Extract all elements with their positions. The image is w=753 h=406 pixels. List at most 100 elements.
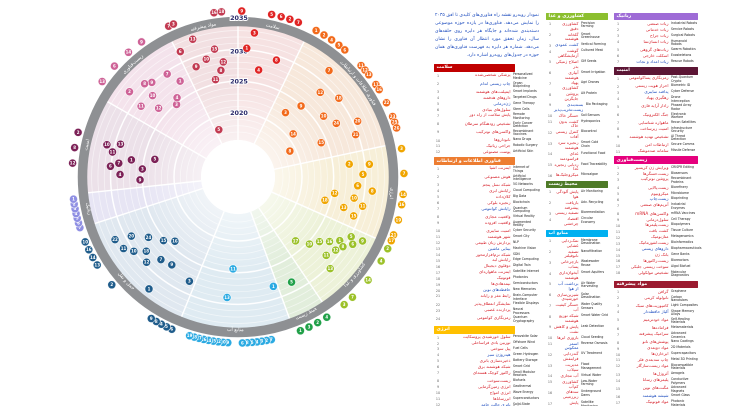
svg-text:10: 10 <box>104 142 110 147</box>
item-name-en: Machine Vision <box>513 245 537 250</box>
item-number: 1 <box>616 22 620 27</box>
item-name-fa: میکروبیوم <box>651 190 669 196</box>
legend-item: 2 بازیافت پیشرفته Adv. Recycling <box>546 200 608 211</box>
item-name-en: Gene Therapy <box>513 100 535 105</box>
legend-item: 14 پلیمرهای رسانا Conductive Polymers <box>614 377 698 385</box>
svg-text:4: 4 <box>325 315 328 320</box>
item-number: 19 <box>435 282 441 287</box>
legend-item: 7 رایانش کوانتومی Quantum Computing <box>434 206 540 214</box>
item-name-en: Blockchain <box>513 199 530 204</box>
legend-item: 16 میکروجلبک‌ها Microalgae <box>546 173 608 178</box>
legend-item: 19 نیمه‌هادی‌ها Semiconductors <box>434 281 540 287</box>
item-number: 8 <box>616 127 620 132</box>
item-name-en: Organ Bioprinting <box>513 80 530 89</box>
legend-item: 6 سلول‌های بنیادی Stem Cells <box>434 107 540 113</box>
svg-text:4: 4 <box>330 37 333 42</box>
item-number: 9 <box>548 103 552 108</box>
svg-text:1: 1 <box>245 46 248 51</box>
item-name-en: Smart Cold Chain <box>581 140 599 148</box>
item-number: 8 <box>436 379 440 384</box>
item-number: 2 <box>548 201 552 206</box>
item-name-en: Smart City <box>513 233 530 238</box>
item-name-en: SDN <box>513 251 520 256</box>
svg-text:9: 9 <box>170 262 173 267</box>
item-name-fa: برداشت آب از هوا <box>557 280 579 291</box>
legend-item: 10 زیست‌پلیمرها Biopolymers <box>614 223 698 228</box>
svg-text:2: 2 <box>110 282 113 287</box>
item-number: 10 <box>547 336 553 341</box>
item-number: 7 <box>548 81 552 86</box>
item-name-fa: احراز هویت زیستی <box>635 83 669 89</box>
item-name-fa: سلول خورشیدی پروسکایت <box>462 334 511 340</box>
sector-boundary <box>271 191 378 240</box>
item-name-en: Biosensors <box>671 170 688 175</box>
item-name-en: Biocontrol <box>581 129 597 134</box>
item-name-en: Gene Banks <box>671 252 690 257</box>
item-number: 1 <box>436 166 440 171</box>
item-name-fa: ابررساناها <box>493 395 511 401</box>
item-number: 7 <box>616 121 620 126</box>
item-number: 11 <box>547 342 553 347</box>
item-name-fa: شبکه نرم‌افزارمحور <box>475 251 511 257</box>
legend-item: 16 شیشه هوشمند Smart Glass <box>614 394 698 399</box>
item-name-fa: تشخیص زودهنگام سرطان <box>464 120 511 126</box>
item-name-en: Microalgae <box>581 172 598 177</box>
svg-text:15: 15 <box>318 140 324 145</box>
item-number: 12 <box>435 150 441 155</box>
svg-text:9: 9 <box>150 316 153 321</box>
item-name-en: Reverse Osmosis <box>581 340 608 345</box>
item-name-en: Cyber Defense <box>671 89 694 94</box>
item-name-en: Agri Drones <box>581 80 600 85</box>
item-name-fa: کشت عمودی <box>555 42 579 48</box>
item-name-en: Precision Farming <box>581 20 595 29</box>
item-number: 3 <box>616 90 620 95</box>
legend-item: 6 فراماده‌ها Metamaterials <box>614 325 698 331</box>
item-name-fa: امنیت زیرساخت <box>640 125 669 131</box>
sector-badges-red: 3 1 8 4 9 5 62 7 <box>237 6 303 75</box>
item-name-fa: گوشت آزمایشگاهی <box>557 48 579 59</box>
item-name-en: Robotic Surgery <box>513 142 538 147</box>
item-name-en: Recombinant Proteins <box>671 176 692 184</box>
item-name-en: Surgical Robots <box>671 32 695 37</box>
svg-text:10: 10 <box>203 57 209 62</box>
item-name-en: Exoskeletons <box>671 52 692 57</box>
item-number: 14 <box>615 378 621 383</box>
legend-item: 4 هیدروژن سبز Green Hydrogen <box>434 351 540 358</box>
item-name-fa: نمک‌زدایی غشایی <box>561 237 579 248</box>
svg-text:4: 4 <box>380 258 383 263</box>
legend-item: 6 زنجیره بلوکی Blockchain <box>434 199 540 206</box>
item-name-en: Biofuels <box>513 377 526 382</box>
item-name-fa: گرافن <box>657 288 669 294</box>
svg-text:13: 13 <box>341 205 347 210</box>
svg-text:18: 18 <box>191 335 197 340</box>
svg-text:13: 13 <box>224 295 230 300</box>
rim-label-cyan: منابع آب <box>227 326 244 333</box>
svg-text:1: 1 <box>179 78 182 83</box>
item-number: 6 <box>548 71 552 76</box>
year-label: 2020 <box>230 109 248 117</box>
item-name-fa: ربات انسان‌نما <box>643 38 669 44</box>
item-name-en: Bioprinting <box>671 196 688 201</box>
svg-text:23: 23 <box>390 114 396 119</box>
legend-item: 2 تصفیه نانوفیلتر Nanofiltration <box>546 248 608 260</box>
legend-item: 3 پیل سوختی Fuel Cells <box>434 346 540 352</box>
item-name-fa: ربات جراح <box>649 32 669 38</box>
item-name-en: Underground Dams <box>581 389 602 397</box>
item-name-en: Green Hydrogen <box>513 351 539 356</box>
item-name-en: Cell Therapy <box>671 216 691 221</box>
item-number: 10 <box>435 391 441 396</box>
legend-item: 14 شبکه نرم‌افزارمحور SDN <box>434 251 540 258</box>
item-name-en: Nanofiltration <box>581 248 603 253</box>
item-number: 4 <box>616 310 620 315</box>
item-name-fa: مدیریت سیلاب <box>565 362 579 372</box>
legend-item: 8 واقعیت مجازی Virtual Reality <box>434 214 540 220</box>
item-name-fa: گندزدایی فرابنفش <box>563 351 579 362</box>
svg-text:14: 14 <box>400 192 406 197</box>
legend-item: 22 نمایشگر انعطاف‌پذیر Flexible Displays <box>434 301 540 307</box>
svg-text:7: 7 <box>166 71 169 76</box>
item-name-fa: سدهای زیرزمینی <box>562 389 579 400</box>
item-name-fa: شهر هوشمند <box>487 233 511 239</box>
item-number: 7 <box>436 371 440 376</box>
svg-text:2: 2 <box>288 17 291 22</box>
